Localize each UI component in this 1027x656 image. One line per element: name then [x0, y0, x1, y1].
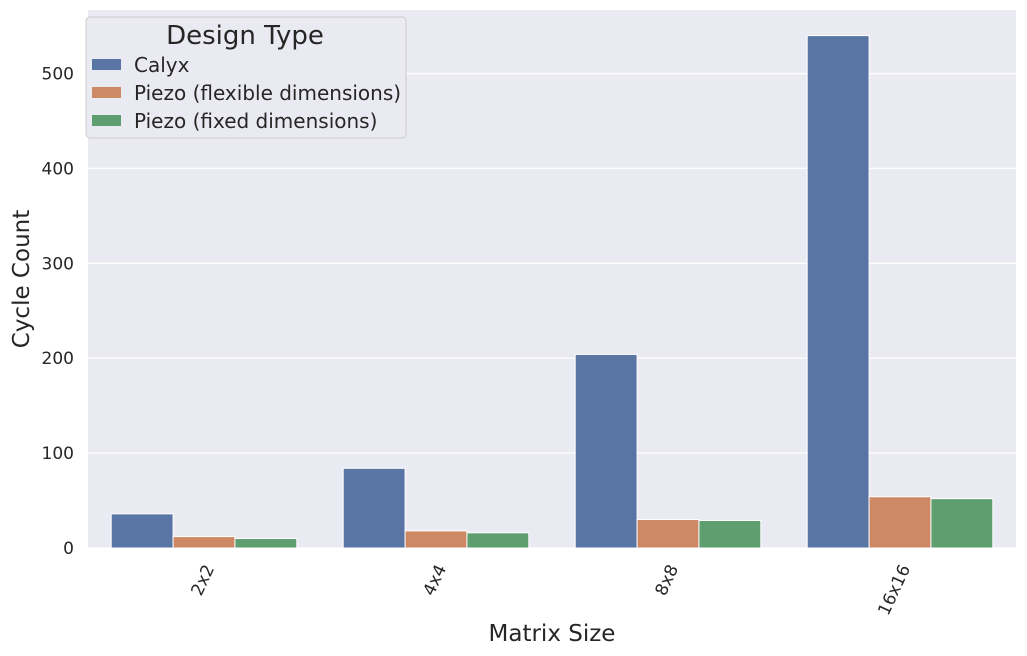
- x-tick-label: 2x2: [188, 562, 220, 599]
- bar-calyx-8x8: [574, 353, 638, 549]
- bar-piezo-flexible-dimensions-16x16: [868, 496, 932, 549]
- legend-box: [85, 16, 407, 139]
- y-tick-label: 200: [42, 349, 74, 369]
- legend-swatch: [92, 87, 121, 98]
- bar-piezo-fixed-dimensions-16x16: [930, 498, 994, 549]
- bar-piezo-fixed-dimensions-8x8: [698, 519, 762, 549]
- y-tick-labels: 0 100 200 300 400 500: [42, 65, 74, 559]
- x-tick-labels: 2x2 4x4 8x8 16x16: [188, 562, 916, 619]
- y-tick-label: 500: [42, 65, 74, 85]
- bars: [110, 35, 994, 549]
- x-tick-label: 4x4: [420, 562, 452, 599]
- y-axis-label: Cycle Count: [9, 210, 35, 348]
- legend-swatch: [92, 59, 121, 70]
- bar-piezo-flexible-dimensions-2x2: [172, 536, 236, 549]
- bar-calyx-16x16: [806, 35, 870, 549]
- bar-piezo-flexible-dimensions-8x8: [636, 519, 700, 549]
- bar-piezo-fixed-dimensions-2x2: [234, 538, 298, 549]
- y-tick-label: 400: [42, 159, 74, 179]
- y-tick-label: 0: [63, 539, 74, 559]
- legend-entry: Piezo (flexible dimensions): [134, 81, 401, 105]
- bar-calyx-4x4: [342, 467, 406, 549]
- legend-entry: Piezo (fixed dimensions): [134, 109, 377, 133]
- legend-swatch: [92, 115, 121, 126]
- legend: Design Type Calyx Piezo (flexible dimensi…: [85, 16, 407, 139]
- y-tick-label: 300: [42, 254, 74, 274]
- x-tick-label: 8x8: [652, 562, 684, 599]
- x-tick-label: 16x16: [874, 562, 915, 619]
- legend-title: Design Type: [166, 21, 324, 51]
- bar-piezo-flexible-dimensions-4x4: [404, 530, 468, 549]
- x-axis-label: Matrix Size: [489, 621, 616, 647]
- y-tick-label: 100: [42, 444, 74, 464]
- bar-calyx-2x2: [110, 513, 174, 549]
- legend-entry: Calyx: [134, 53, 190, 77]
- bar-piezo-fixed-dimensions-4x4: [466, 532, 530, 549]
